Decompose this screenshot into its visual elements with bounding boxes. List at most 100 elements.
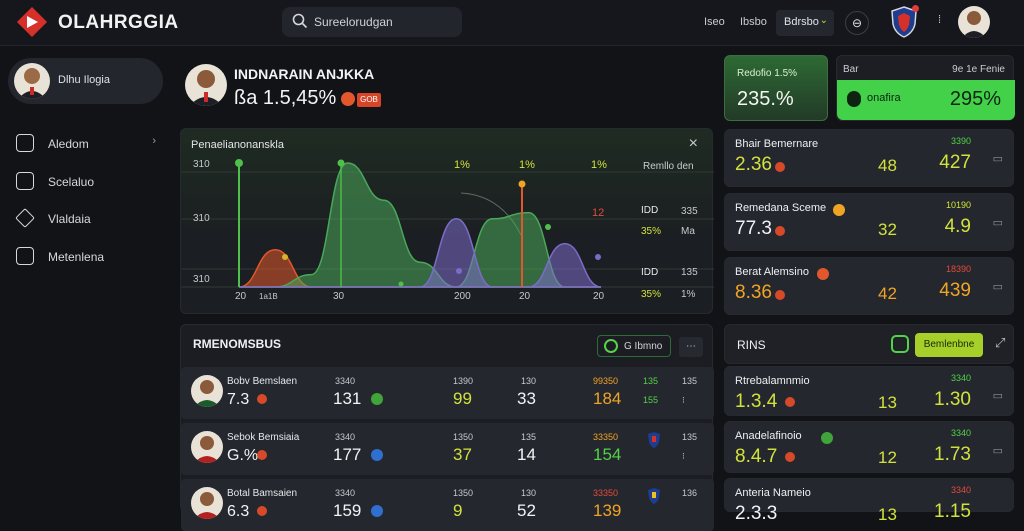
stat-label: Redofio 1.5% — [737, 68, 798, 79]
chat-icon[interactable]: ▭ — [992, 153, 1003, 165]
flag-icon — [257, 394, 267, 404]
table-row[interactable]: Botal Bamsaien 6.3 3340 159 1350 9 130 5… — [181, 479, 714, 531]
chart-card: Penaelianonanskla × 310 310 310 1% 1% 1%… — [180, 128, 714, 314]
filter-button[interactable]: G Ibmno — [597, 335, 671, 357]
match-small: 3340 — [950, 373, 971, 383]
match-card[interactable]: Berat Alemsino 8.36 42 18390 439 ▭ — [724, 257, 1014, 315]
more-icon[interactable]: ⋯ — [679, 337, 703, 357]
match-card[interactable]: Remedana Sceme 77.3 32 10190 4.9 ▭ — [724, 193, 1014, 251]
data-point — [456, 268, 462, 274]
y-tick-label: 310 — [193, 213, 210, 224]
user-avatar[interactable] — [958, 6, 990, 38]
brush-icon — [15, 208, 35, 228]
sidebar-profile[interactable]: Dlhu Ilogia — [8, 58, 163, 104]
match-title: Remedana Sceme — [735, 202, 827, 214]
gear-icon — [16, 247, 34, 265]
stat-card-secondary[interactable]: Bar 9e 1e Fenie onafira 295% — [836, 55, 1015, 121]
logo-icon[interactable] — [16, 6, 48, 38]
stat-label: Bar — [843, 64, 859, 75]
match-mid: 42 — [878, 284, 897, 303]
team-icon — [371, 393, 383, 405]
top-bar: OLAHRGGIA Sureelorudgan Iseo Ibsbo Bdrsb… — [0, 0, 1024, 46]
match-card[interactable]: Anadelafinoio 8.4.7 12 3340 1.73 ▭ — [724, 421, 1014, 473]
row-stat-small: 1350 — [453, 432, 474, 442]
sidebar-item-vlaldaia[interactable]: Vlaldaia — [15, 207, 166, 231]
player-avatar — [191, 487, 223, 519]
close-icon[interactable]: × — [688, 135, 698, 152]
chat-icon[interactable]: ▭ — [992, 445, 1003, 457]
chat-icon[interactable]: ▭ — [992, 390, 1003, 402]
sidebar-item-label: Metenlena — [48, 250, 105, 264]
sidebar-item-metenlena[interactable]: Metenlena — [16, 245, 166, 269]
row-stat-small: 135 — [643, 376, 659, 386]
row-stat: 99 — [453, 389, 472, 408]
sidebar-item-scelaluo[interactable]: Scelaluo — [16, 170, 166, 194]
match-card[interactable]: Bhair Bemernare 2.36 48 3390 427 ▭ — [724, 129, 1014, 187]
search-input[interactable]: Sureelorudgan — [282, 7, 462, 37]
legend-label: IDD — [641, 267, 659, 278]
row-stat-small: 3340 — [335, 488, 356, 498]
sidebar-item-aledom[interactable]: Aledom › — [16, 132, 166, 156]
row-name: Bobv Bemslaen — [227, 376, 298, 387]
row-stat: 131 — [333, 389, 362, 408]
area-series-2 — [238, 218, 602, 288]
stat-card-primary[interactable]: Redofio 1.5% 235.% — [724, 55, 828, 121]
flag-icon — [785, 452, 795, 462]
alert-badge — [912, 5, 919, 12]
emoji-icon — [833, 204, 845, 216]
match-big: 1.30 — [934, 389, 971, 410]
nav-link-2[interactable]: Ibsbo — [740, 16, 767, 28]
profile-name: Dlhu Ilogia — [58, 74, 110, 86]
match-value: 2.3.3 — [735, 503, 778, 524]
match-mid: 48 — [878, 156, 897, 175]
match-card[interactable]: Anteria Nameio 2.3.3 13 3340 1.15 — [724, 478, 1014, 524]
flag-icon — [775, 290, 785, 300]
brand-title: OLAHRGGIA — [58, 12, 179, 33]
chart-top-label: 1% — [454, 159, 470, 171]
row-stat: 37 — [453, 445, 472, 464]
match-mid: 32 — [878, 220, 897, 239]
stat-value: 235.% — [737, 88, 794, 110]
match-title: Berat Alemsino — [735, 266, 809, 278]
edit-icon[interactable] — [891, 335, 909, 353]
player-avatar — [191, 431, 223, 463]
shield-icon[interactable] — [891, 6, 917, 38]
sidebar-item-label: Scelaluo — [48, 175, 95, 189]
match-small: 3390 — [950, 136, 971, 146]
x-tick-label: 200 — [454, 291, 471, 302]
match-card[interactable]: Rtrebalamnmio 1.3.4 13 3340 1.30 ▭ — [724, 366, 1014, 416]
section-action-button[interactable]: Bemlenbne — [915, 333, 983, 357]
hero-title: INDNARAIN ANJKKA — [234, 66, 375, 82]
shield-icon — [648, 488, 660, 504]
sidebar-item-label: Vlaldaia — [48, 212, 91, 226]
document-icon — [16, 172, 34, 190]
row-more-icon[interactable]: ⁝ — [682, 395, 685, 405]
x-tick-label: 30 — [333, 291, 345, 302]
sidebar-item-label: Aledom — [48, 137, 89, 151]
match-value: 77.3 — [735, 218, 772, 239]
chat-icon[interactable]: ▭ — [992, 217, 1003, 229]
table-card: RMENOMSBUS G Ibmno ⋯ Bobv Bemslaen 7.3 3… — [180, 324, 714, 531]
row-stat: 9 — [453, 501, 463, 520]
player-avatar — [191, 375, 223, 407]
row-stat-small: 135 — [521, 432, 537, 442]
row-name: Sebok Bemsiaia — [227, 432, 300, 443]
expand-icon[interactable]: ⤢ — [995, 335, 1006, 350]
right-section-header: RINS Bemlenbne ⤢ — [724, 324, 1014, 364]
match-title: Anadelafinoio — [735, 430, 802, 442]
match-mid: 12 — [878, 448, 897, 467]
search-placeholder: Sureelorudgan — [314, 15, 393, 29]
view-select[interactable]: Bdrsbo ⌄ — [776, 10, 834, 36]
chat-icon[interactable]: ▭ — [992, 281, 1003, 293]
shield-icon — [648, 432, 660, 448]
row-value: 7.3 — [227, 391, 250, 408]
row-more-icon[interactable]: ⁝ — [682, 451, 685, 461]
row-stat: 139 — [593, 501, 622, 520]
nav-link-1[interactable]: Iseo — [704, 16, 725, 28]
table-row[interactable]: Bobv Bemslaen 7.3 3340 131 1390 99 130 3… — [181, 367, 714, 419]
filter-icon — [604, 339, 618, 353]
match-big: 1.73 — [934, 444, 971, 465]
table-row[interactable]: Sebok Bemsiaia G.% 3340 177 1350 37 135 … — [181, 423, 714, 475]
notification-icon[interactable]: ⊖ — [845, 11, 869, 35]
legend-label: 35% — [641, 289, 662, 300]
